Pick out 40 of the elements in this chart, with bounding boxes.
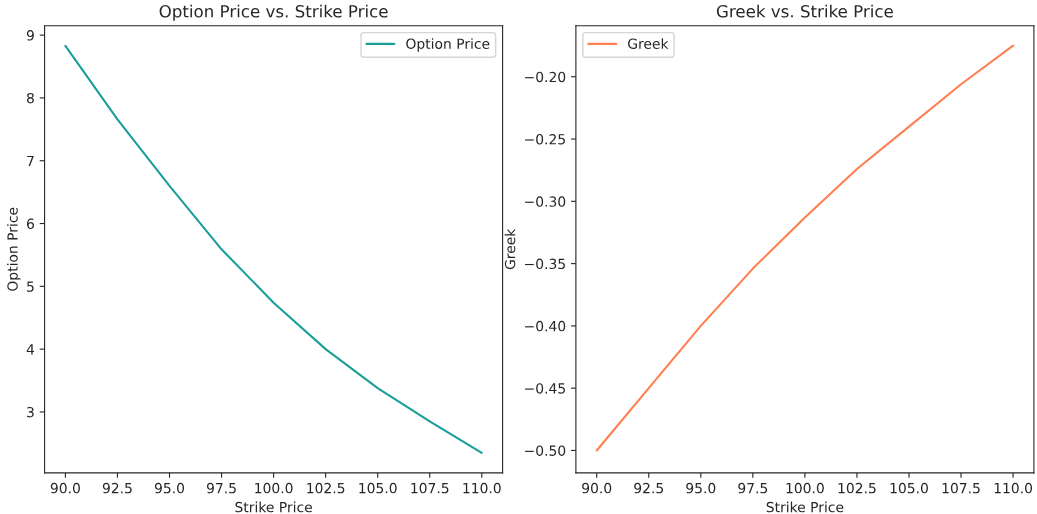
x-tick-label: 95.0 xyxy=(686,482,716,494)
y-tick-label: 4 xyxy=(26,344,35,355)
y-tick-label: −0.30 xyxy=(525,196,566,207)
y-tick-label: 3 xyxy=(27,406,34,418)
y-tick-label: 6 xyxy=(27,218,34,230)
x-axis-title: Strike Price xyxy=(235,501,312,513)
chart-title: Option Price vs. Strike Price xyxy=(159,4,388,21)
legend-label: Greek xyxy=(628,38,669,49)
x-tick-label: 102.5 xyxy=(307,482,345,494)
x-tick-label: 100.0 xyxy=(786,482,824,494)
y-tick-label: −0.25 xyxy=(525,134,565,145)
x-tick-label: 110.0 xyxy=(994,482,1033,494)
x-tick-label: 105.0 xyxy=(359,482,397,494)
y-axis-title: Option Price xyxy=(7,207,21,291)
y-tick-label: −0.20 xyxy=(525,71,566,83)
legend-label: Option Price xyxy=(406,38,490,52)
y-tick-label: −0.35 xyxy=(525,258,565,270)
y-tick-label: 9 xyxy=(26,30,34,41)
x-tick-label: 105.0 xyxy=(890,482,928,494)
x-tick-label: 110.0 xyxy=(463,482,501,494)
x-tick-label: 100.0 xyxy=(255,482,293,494)
x-tick-label: 92.5 xyxy=(634,482,663,494)
y-tick-label: 5 xyxy=(27,281,34,292)
x-tick-label: 92.5 xyxy=(102,482,132,494)
x-tick-label: 90.0 xyxy=(582,482,612,494)
x-tick-label: 95.0 xyxy=(154,482,185,494)
chart-title: Greek vs. Strike Price xyxy=(716,4,893,18)
x-tick-label: 107.5 xyxy=(942,482,980,494)
x-tick-label: 97.5 xyxy=(738,482,768,494)
x-tick-label: 107.5 xyxy=(411,482,449,494)
y-tick-label: 8 xyxy=(26,92,34,104)
y-tick-label: −0.45 xyxy=(525,383,565,394)
y-tick-label: −0.40 xyxy=(525,320,566,332)
x-tick-label: 90.0 xyxy=(50,482,80,494)
x-tick-label: 102.5 xyxy=(838,482,876,494)
x-tick-label: 97.5 xyxy=(206,482,236,494)
y-tick-label: −0.50 xyxy=(525,445,566,456)
y-axis-title: Greek xyxy=(504,228,516,270)
y-tick-label: 7 xyxy=(27,155,34,167)
x-axis-title: Strike Price xyxy=(766,501,844,513)
